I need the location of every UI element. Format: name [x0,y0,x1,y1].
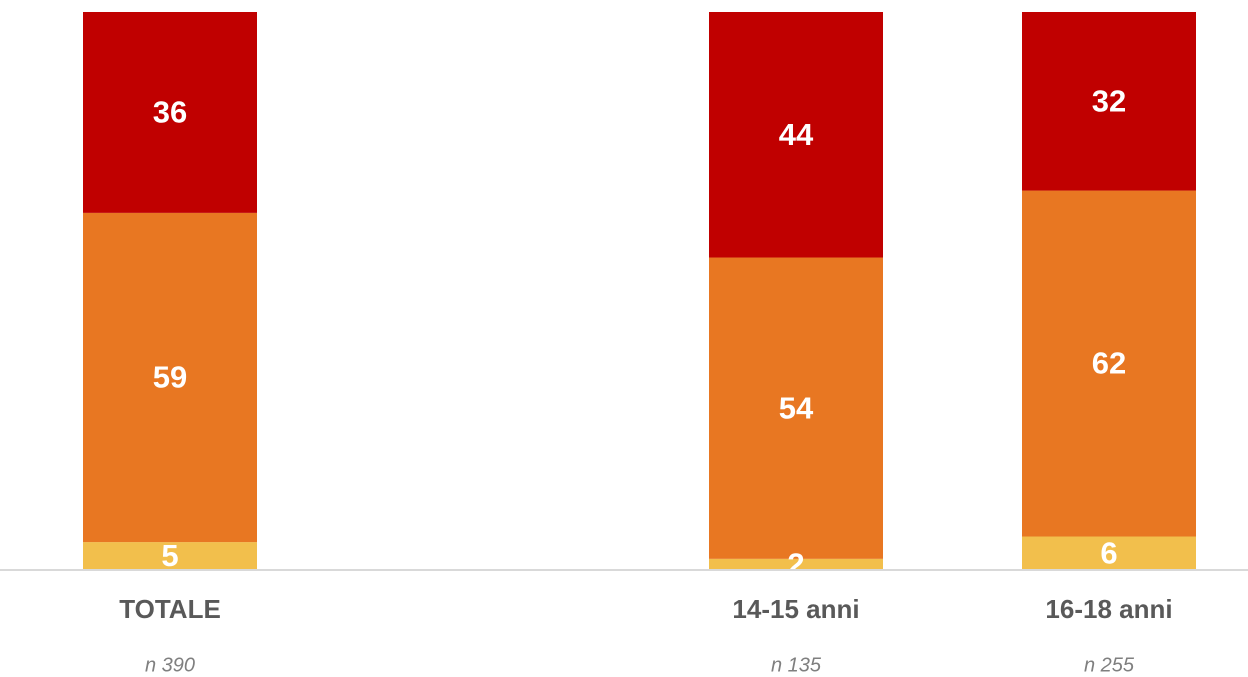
bar-segment [709,257,883,559]
data-label: 2 [787,547,804,582]
data-label: 44 [779,117,814,152]
data-label: 54 [779,390,814,425]
bar-segment [83,542,257,570]
bar-segment [1022,190,1196,537]
bar-segment [1022,536,1196,570]
bar-segment [83,212,257,543]
bar-segment [1022,12,1196,191]
x-tick-label: TOTALE [119,594,221,624]
bar-segment [83,12,257,213]
data-label: 32 [1092,83,1126,118]
bar-segment [709,12,883,258]
data-label: 62 [1092,346,1126,381]
sample-size: n 135 [771,654,822,676]
bar-segment [709,558,883,570]
data-label: 36 [153,95,187,130]
sample-size: n 255 [1084,654,1135,676]
data-label: 5 [161,538,178,573]
sample-size: n 390 [145,654,195,676]
x-tick-label: 14-15 anni [732,594,859,624]
data-label: 6 [1100,535,1117,570]
x-tick-label: 16-18 anni [1045,594,1172,624]
data-label: 59 [153,360,187,395]
